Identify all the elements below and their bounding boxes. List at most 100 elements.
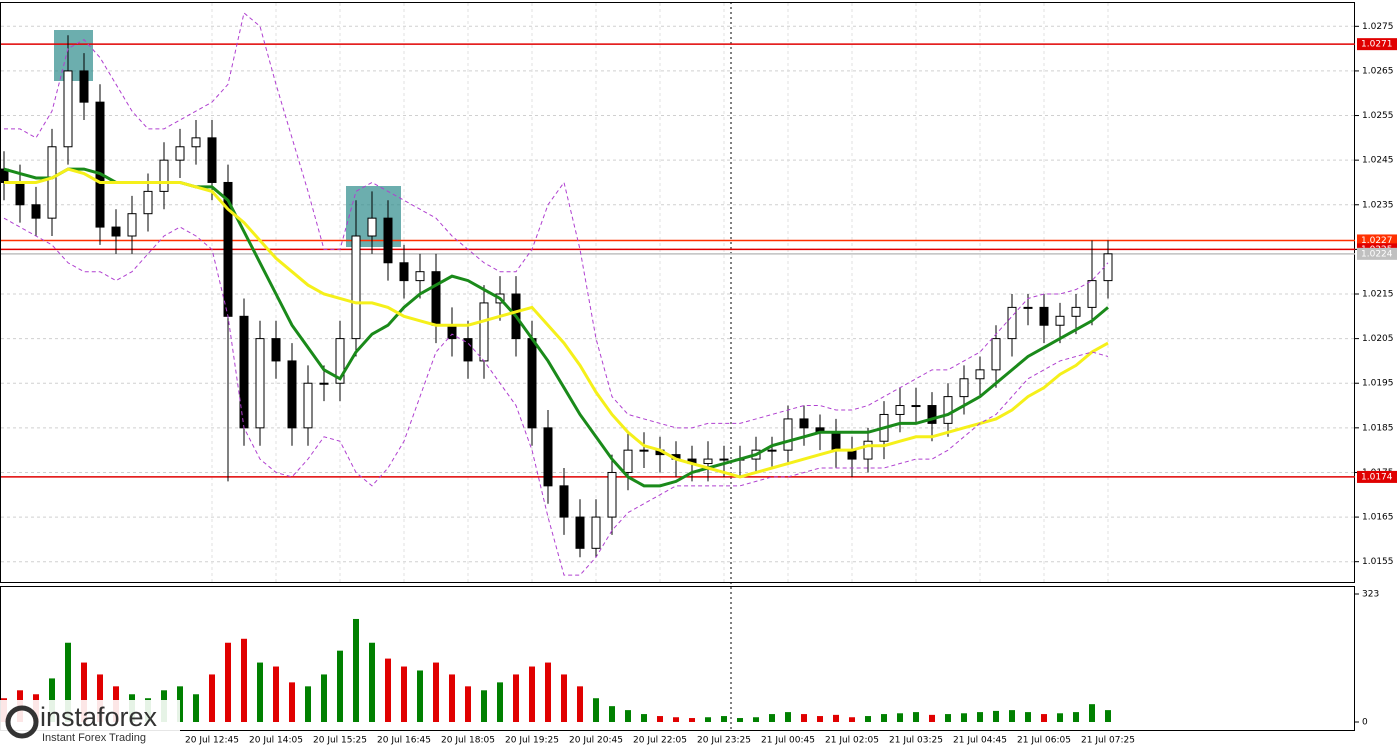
volume-bar	[849, 717, 855, 722]
volume-bar	[401, 666, 407, 722]
volume-bar	[657, 716, 663, 722]
candle-body	[383, 217, 393, 264]
x-tick-label: 21 Jul 00:45	[761, 736, 815, 746]
volume-bar	[417, 670, 423, 722]
candle-body	[1023, 306, 1033, 309]
volume-bar	[577, 686, 583, 722]
volume-bar	[993, 710, 999, 722]
brand-name: instaforex	[40, 702, 158, 732]
level-tag	[1357, 247, 1397, 260]
logo: instaforex Instant Forex Trading	[0, 700, 180, 746]
volume-bar	[513, 674, 519, 722]
volume-bar	[81, 662, 87, 722]
y-tick-label: 1.0215	[1362, 290, 1394, 300]
y-tick-label: 1.0245	[1362, 156, 1394, 166]
candle-body	[111, 226, 121, 237]
x-tick-label: 20 Jul 20:45	[569, 736, 623, 746]
volume-bar	[1041, 714, 1047, 722]
volume-bar	[881, 714, 887, 722]
candle-body	[415, 271, 425, 282]
volume-bar	[193, 694, 199, 722]
candle-body	[207, 137, 217, 183]
candle-body	[15, 181, 25, 206]
candle-body	[943, 396, 953, 424]
volume-bar	[225, 642, 231, 722]
volume-bar	[385, 658, 391, 722]
volume-bar	[1073, 712, 1079, 722]
y-tick-label: 1.0235	[1362, 200, 1394, 210]
level-label: 1.0224	[1361, 249, 1393, 259]
candle-body	[863, 440, 873, 460]
y-tick-label: 1.0255	[1362, 111, 1394, 121]
level-tag	[1357, 38, 1397, 51]
indicator-line	[3, 217, 1109, 576]
candle-body	[287, 360, 297, 429]
candle-body	[1071, 306, 1081, 317]
price-pane	[0, 2, 1355, 583]
indicator-line	[4, 12, 1109, 429]
candle-body	[703, 458, 713, 465]
volume-bar	[529, 666, 535, 722]
volume-bar	[1105, 710, 1111, 722]
volume-bar	[209, 674, 215, 722]
candle-body	[191, 137, 201, 148]
x-tick-label: 20 Jul 18:05	[441, 736, 495, 746]
volume-bar	[465, 686, 471, 722]
volume-bar	[273, 666, 279, 722]
candle-body	[911, 405, 921, 408]
x-tick-label: 21 Jul 04:45	[953, 736, 1007, 746]
y-tick-label: 1.0265	[1362, 66, 1394, 76]
volume-bar	[1025, 712, 1031, 722]
candle-body	[63, 70, 73, 148]
volume-pane	[0, 586, 1355, 731]
volume-bar	[353, 618, 359, 722]
level-label: 1.0271	[1361, 40, 1393, 50]
candle-body	[95, 101, 105, 228]
candle-body	[975, 369, 985, 380]
x-tick-label: 21 Jul 07:25	[1081, 736, 1135, 746]
candle-body	[319, 382, 329, 385]
volume-bar	[369, 642, 375, 722]
candle-body	[639, 449, 649, 452]
candle-body	[559, 485, 569, 518]
v-tick-label: 323	[1362, 590, 1379, 600]
candle-body	[1007, 306, 1017, 340]
volume-bar	[1089, 704, 1095, 722]
volume-bar	[433, 662, 439, 722]
candle-body	[607, 471, 617, 518]
candle-body	[767, 449, 777, 452]
candle-body	[367, 217, 377, 237]
candle-body	[719, 458, 729, 461]
candle-body	[1039, 306, 1049, 326]
indicator-line	[4, 167, 1109, 479]
volume-bar	[929, 714, 935, 722]
volume-bar	[801, 714, 807, 722]
volume-bar	[257, 662, 263, 722]
candle-body	[351, 235, 361, 340]
volume-bar	[961, 713, 967, 722]
candle-body	[1103, 253, 1113, 282]
candle-body	[335, 338, 345, 384]
volume-bar	[945, 714, 951, 722]
x-tick-label: 21 Jul 06:05	[1017, 736, 1071, 746]
candle-body	[463, 338, 473, 362]
level-label: 1.0174	[1361, 472, 1393, 482]
volume-bar	[977, 712, 983, 722]
candle-body	[399, 262, 409, 282]
candle-body	[895, 405, 905, 415]
candle-body	[175, 146, 185, 161]
volume-bar	[1057, 713, 1063, 722]
volume-bar	[97, 674, 103, 722]
x-tick-label: 20 Jul 12:45	[185, 736, 239, 746]
x-tick-label: 20 Jul 14:05	[249, 736, 303, 746]
candle-body	[143, 190, 153, 215]
volume-bar	[321, 674, 327, 722]
volume-bar	[65, 642, 71, 722]
volume-bar	[625, 710, 631, 722]
volume-bar	[305, 686, 311, 722]
candle-body	[431, 271, 441, 326]
candle-body	[127, 213, 137, 237]
candle-body	[31, 204, 41, 219]
candle-body	[47, 146, 57, 219]
candle-body	[527, 338, 537, 429]
